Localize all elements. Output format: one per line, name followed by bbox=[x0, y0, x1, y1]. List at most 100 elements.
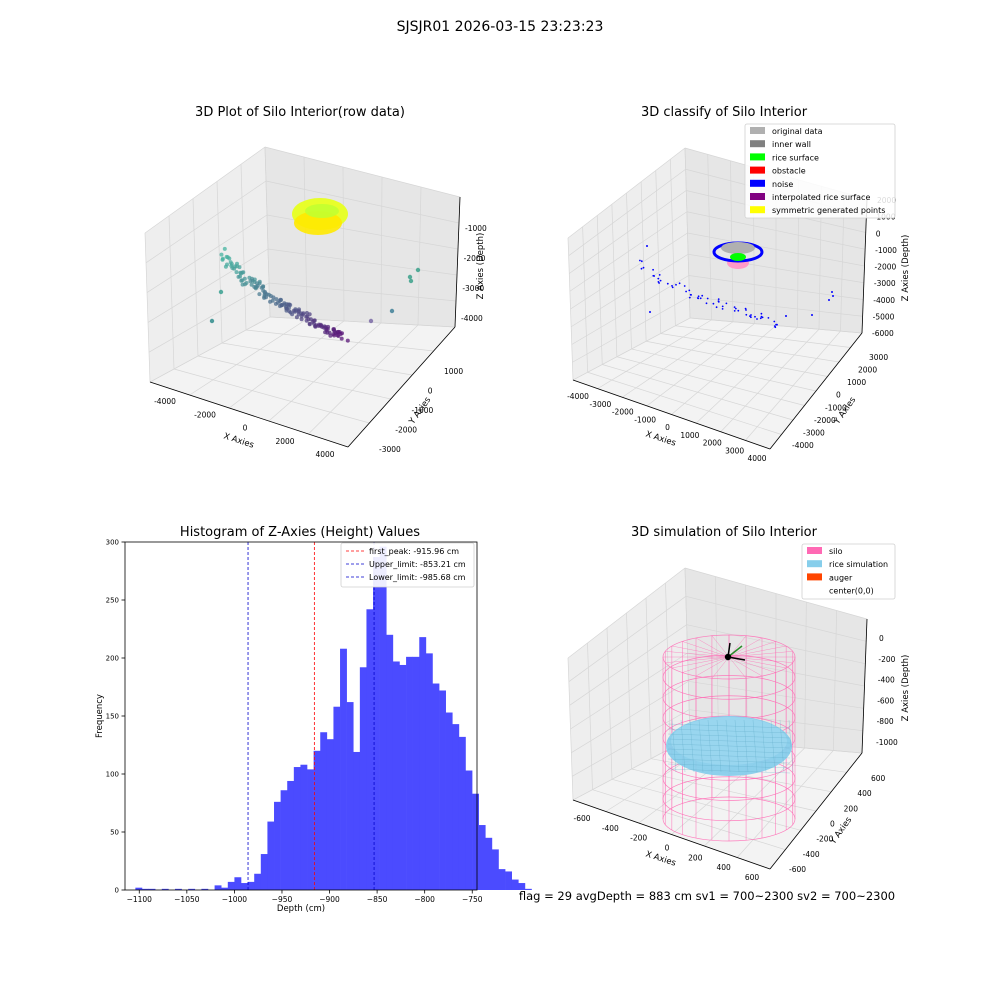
x-tick-label: −900 bbox=[319, 895, 340, 904]
noise-point bbox=[697, 297, 700, 300]
legend-item-label: original data bbox=[772, 127, 823, 136]
raw-data-point bbox=[286, 302, 291, 307]
raw-data-point bbox=[279, 303, 284, 308]
x-tick-label: -2000 bbox=[194, 410, 216, 419]
x-tick-label: -3000 bbox=[589, 400, 611, 409]
simulation-z-ticks: 0 -200 -400 -600 -800 -1000 bbox=[876, 634, 898, 747]
noise-point bbox=[760, 312, 763, 315]
x-tick-label: −1000 bbox=[222, 895, 248, 904]
histogram-bar bbox=[340, 648, 347, 890]
raw-data-point bbox=[368, 318, 374, 324]
raw-data-point bbox=[275, 300, 280, 305]
histogram-bar bbox=[425, 653, 433, 890]
noise-point bbox=[725, 302, 728, 305]
histogram-bar bbox=[412, 656, 420, 890]
raw-yellow-cluster bbox=[292, 198, 348, 235]
z-tick-label: 0 bbox=[879, 634, 884, 643]
z-tick-label: -200 bbox=[878, 655, 895, 664]
histogram-bar bbox=[280, 790, 288, 890]
raw-3d-axes-box bbox=[144, 146, 461, 448]
x-tick-label: -4000 bbox=[567, 392, 589, 401]
z-tick-label: -2000 bbox=[875, 263, 897, 272]
noise-point bbox=[754, 315, 756, 318]
noise-point bbox=[831, 291, 833, 293]
classify-y-ticks: 3000 2000 1000 0 -1000 -2000 -3000 -4000 bbox=[792, 353, 888, 450]
legend-item-label: obstacle bbox=[772, 167, 806, 176]
noise-point bbox=[828, 299, 830, 301]
noise-point bbox=[666, 282, 669, 285]
raw-data-point bbox=[222, 246, 227, 251]
noise-point bbox=[659, 279, 662, 282]
noise-point bbox=[658, 274, 661, 276]
legend-swatch bbox=[750, 140, 765, 148]
x-tick-label: 4000 bbox=[747, 454, 766, 463]
x-tick-label: 4000 bbox=[315, 450, 334, 459]
legend-swatch bbox=[807, 573, 822, 581]
histogram-bar bbox=[399, 664, 407, 890]
y-tick-label: 3000 bbox=[869, 353, 888, 362]
x-tick-label: -400 bbox=[602, 824, 619, 833]
histogram-bar bbox=[287, 780, 295, 890]
noise-point bbox=[785, 315, 787, 317]
histogram-y-axis-label: Frequency bbox=[95, 694, 105, 738]
raw-data-point bbox=[278, 297, 283, 302]
classify-3d-panel: 3D classify of Silo Interior -4000-3000-… bbox=[567, 105, 911, 463]
y-tick-label: -2000 bbox=[814, 416, 836, 425]
legend-item-label: symmetric generated points bbox=[772, 206, 885, 215]
y-tick-label: 250 bbox=[106, 597, 119, 605]
z-tick-label: -2000 bbox=[464, 254, 486, 263]
noise-point bbox=[761, 316, 764, 319]
histogram-bar bbox=[214, 885, 222, 890]
y-tick-label: -200 bbox=[816, 835, 833, 844]
y-tick-label: -4000 bbox=[792, 441, 814, 450]
histogram-bar bbox=[274, 801, 281, 890]
raw-point-cloud bbox=[209, 246, 421, 343]
legend-item-label: first_peak: -915.96 cm bbox=[369, 547, 459, 556]
histogram-bar bbox=[201, 888, 209, 890]
noise-point bbox=[658, 282, 660, 284]
noise-point bbox=[697, 295, 700, 298]
legend-item-label: center(0,0) bbox=[829, 587, 874, 596]
histogram-bar bbox=[260, 854, 268, 890]
histogram-bar bbox=[326, 739, 334, 890]
noise-point bbox=[642, 266, 645, 269]
histogram-bar bbox=[445, 712, 453, 890]
noise-point bbox=[811, 314, 813, 316]
histogram-bar bbox=[524, 888, 532, 890]
noise-point bbox=[678, 282, 681, 285]
legend-item-label: rice simulation bbox=[829, 560, 888, 569]
raw-data-point bbox=[271, 295, 276, 300]
noise-point bbox=[745, 309, 747, 311]
raw-x-axis-label: X Axies bbox=[222, 431, 255, 450]
z-tick-label: -600 bbox=[877, 696, 894, 705]
noise-point bbox=[712, 302, 715, 305]
noise-point bbox=[657, 277, 660, 280]
z-tick-label: -4000 bbox=[461, 314, 483, 323]
simulation-3d-panel: 3D simulation of Silo Interior -600-400-… bbox=[519, 525, 911, 903]
raw-data-point bbox=[236, 274, 241, 279]
histogram-legend: first_peak: -915.96 cm Upper_limit: -853.… bbox=[340, 542, 475, 588]
raw-data-point bbox=[220, 256, 225, 261]
histogram-bar bbox=[247, 881, 255, 890]
raw-data-point bbox=[291, 308, 296, 313]
histogram-x-axis-label: Depth (cm) bbox=[277, 904, 325, 914]
noise-point bbox=[717, 298, 720, 300]
z-tick-label: -1000 bbox=[875, 246, 897, 255]
y-tick-label: -2000 bbox=[395, 426, 417, 435]
histogram-bar bbox=[227, 881, 235, 890]
rice-simulation-surface bbox=[666, 716, 794, 776]
raw-data-point bbox=[230, 266, 235, 270]
legend-swatch bbox=[807, 560, 822, 568]
histogram-bar bbox=[148, 888, 156, 890]
z-tick-label: -3000 bbox=[874, 279, 896, 288]
legend-item-label: Upper_limit: -853.21 cm bbox=[369, 560, 466, 569]
x-tick-label: 1000 bbox=[680, 431, 699, 440]
noise-point bbox=[652, 268, 654, 271]
legend-item-label: silo bbox=[829, 547, 843, 556]
legend-swatch bbox=[750, 166, 765, 174]
noise-point bbox=[756, 318, 758, 320]
histogram-bar bbox=[392, 661, 400, 890]
noise-point bbox=[715, 306, 718, 309]
classify-x-axis-label: X Axies bbox=[644, 429, 677, 448]
raw-z-ticks: -1000 -2000 -3000 -4000 bbox=[461, 224, 487, 323]
